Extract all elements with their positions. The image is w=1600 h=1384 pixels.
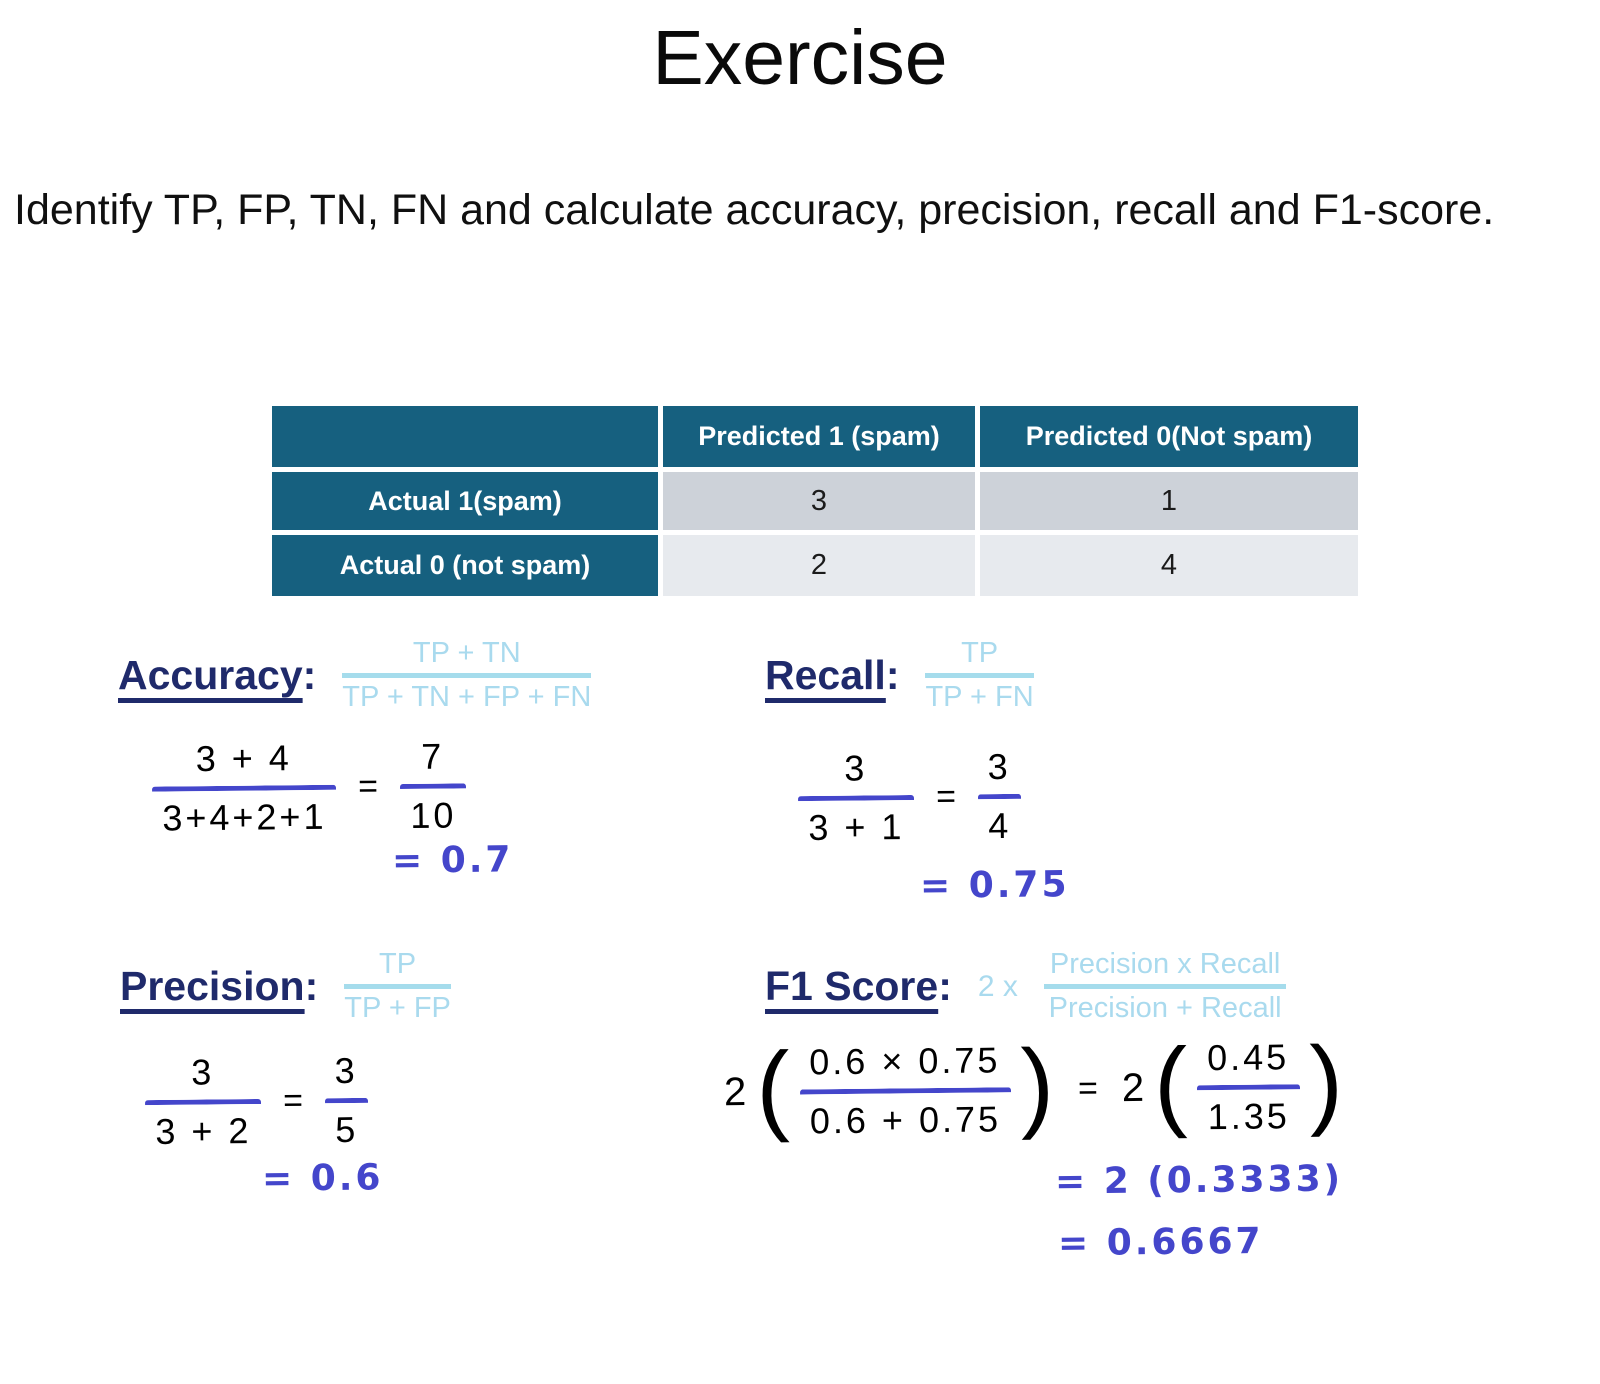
f1-label: F1 Score: — [765, 963, 952, 1010]
recall-result-fraction: 3 4 — [977, 746, 1022, 846]
accuracy-result-fraction: 7 10 — [399, 736, 467, 836]
f1-intermediate-value: = 2 (0.3333) — [1054, 1158, 1344, 1203]
accuracy-formula: TP + TN TP + TN + FP + FN — [342, 637, 592, 714]
accuracy-calculation: 3 + 4 3+4+2+1 = 7 10 — [151, 736, 467, 838]
precision-result-fraction: 3 5 — [324, 1050, 369, 1150]
row-header-actual-1: Actual 1(spam) — [272, 472, 658, 530]
corner-cell — [272, 406, 658, 467]
accuracy-fraction: 3 + 4 3+4+2+1 — [151, 737, 337, 838]
open-paren: ( — [755, 1031, 791, 1144]
close-paren: ) — [1308, 1025, 1344, 1139]
precision-calculation: 3 3 + 2 = 3 5 — [144, 1050, 369, 1152]
precision-fraction: 3 3 + 2 — [144, 1051, 262, 1152]
recall-final-value: = 0.75 — [919, 864, 1070, 907]
recall-fraction: 3 3 + 1 — [797, 747, 915, 848]
recall-calculation: 3 3 + 1 = 3 4 — [797, 746, 1022, 848]
f1-calculation: 2 ( 0.6 × 0.75 0.6 + 0.75 ) = 2 ( 0.45 1… — [723, 1025, 1344, 1144]
recall-section-header: Recall: TP TP + FN — [765, 637, 1034, 715]
cell-false-positive: 2 — [663, 535, 975, 596]
open-paren: ( — [1153, 1027, 1188, 1140]
instruction-text: Identify TP, FP, TN, FN and calculate ac… — [14, 186, 1495, 234]
col-header-predicted-0: Predicted 0(Not spam) — [980, 406, 1358, 467]
row-header-actual-0: Actual 0 (not spam) — [272, 535, 658, 596]
cell-true-negative: 4 — [980, 535, 1358, 596]
f1-fraction: 0.6 × 0.75 0.6 + 0.75 — [799, 1039, 1012, 1141]
close-paren: ) — [1020, 1028, 1055, 1142]
precision-formula: TP TP + FP — [344, 948, 451, 1025]
recall-label: Recall: — [765, 652, 900, 699]
precision-final-value: = 0.6 — [261, 1157, 384, 1200]
cell-false-negative: 1 — [980, 472, 1358, 530]
confusion-matrix-table: Predicted 1 (spam) Predicted 0(Not spam)… — [272, 406, 1358, 596]
f1-final-value: = 0.6667 — [1057, 1220, 1264, 1265]
cell-true-positive: 3 — [663, 472, 975, 530]
page-title: Exercise — [652, 15, 948, 101]
f1-section-header: F1 Score: 2 x Precision x Recall Precisi… — [765, 948, 1287, 1026]
precision-label: Precision: — [120, 963, 319, 1010]
accuracy-final-value: = 0.7 — [391, 839, 514, 882]
accuracy-label: Accuracy: — [118, 652, 317, 699]
recall-formula: TP TP + FN — [925, 637, 1034, 714]
col-header-predicted-1: Predicted 1 (spam) — [663, 406, 975, 467]
precision-section-header: Precision: TP TP + FP — [120, 948, 451, 1026]
f1-formula: Precision x Recall Precision + Recall — [1043, 948, 1287, 1026]
accuracy-section-header: Accuracy: TP + TN TP + TN + FP + FN — [118, 637, 592, 715]
f1-coefficient: 2 x — [977, 969, 1018, 1003]
f1-result-fraction: 0.45 1.35 — [1197, 1036, 1301, 1137]
